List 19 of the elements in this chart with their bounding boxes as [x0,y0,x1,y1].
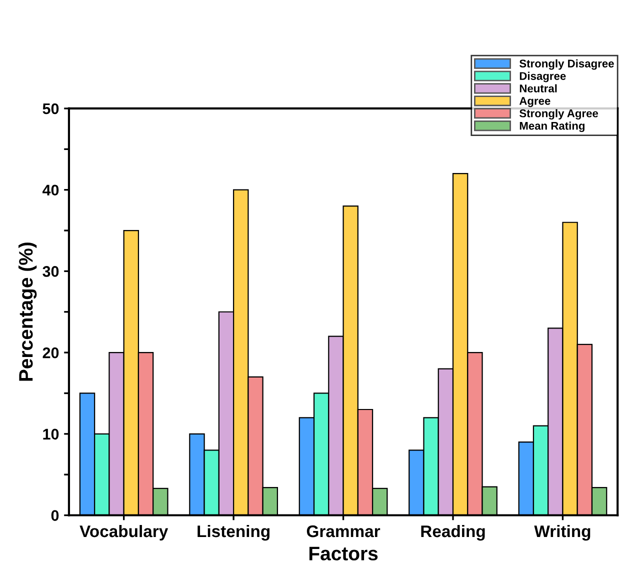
y-axis-title: Percentage (%) [18,242,37,381]
x-tick-label: Reading [421,524,485,541]
legend-label: Mean Rating [520,122,584,132]
legend-label: Strongly Disagree [519,59,614,70]
y-tick-label: 0 [51,510,59,521]
y-tick-label: 50 [42,103,59,114]
y-tick-label: 20 [42,347,59,358]
x-tick-label: Listening [198,524,270,541]
x-tick-label: Grammar [306,525,380,538]
x-axis-title: Factors [309,546,378,560]
legend-label: Disagree [520,72,566,82]
legend-label: Agree [519,97,550,108]
x-tick-label: Vocabulary [80,524,168,541]
y-tick-label: 40 [42,184,59,196]
legend-label: Neutral [520,84,557,92]
x-tick-label: Writing [534,524,590,541]
legend-label: Strongly Agree [519,109,598,120]
y-tick-label: 30 [42,266,59,277]
y-tick-label: 10 [43,428,59,440]
